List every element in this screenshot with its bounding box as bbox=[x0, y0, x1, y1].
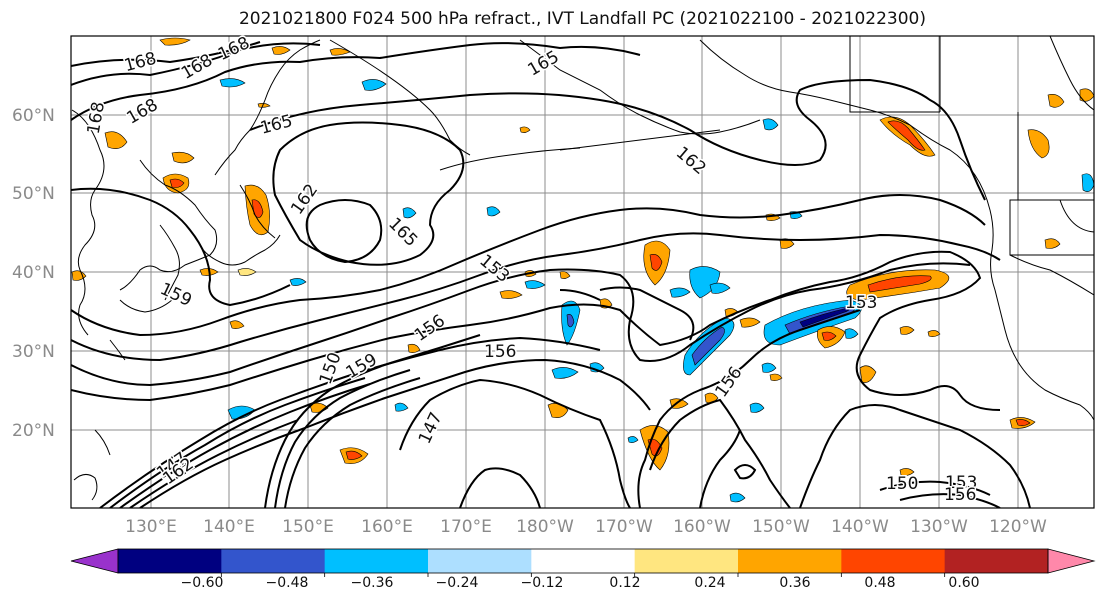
lon-label: 170°E bbox=[440, 517, 492, 537]
longitude-labels: 130°E 140°E 150°E 160°E 170°E 180°W 170°… bbox=[125, 517, 1047, 537]
lon-label: 150°W bbox=[752, 517, 810, 537]
colorbar-tick-label: −0.48 bbox=[266, 575, 309, 591]
colorbar-segment bbox=[738, 549, 842, 573]
colorbar-segment bbox=[221, 549, 326, 573]
colorbar-segment bbox=[634, 549, 739, 573]
lon-label: 130°E bbox=[125, 517, 177, 537]
colorbar-tick-label: −0.36 bbox=[351, 575, 394, 591]
lon-label: 120°W bbox=[989, 517, 1047, 537]
lat-label: 20°N bbox=[12, 421, 55, 441]
colorbar-ticks bbox=[220, 573, 946, 577]
contour-label: 156 bbox=[944, 485, 976, 505]
latitude-labels: 60°N 50°N 40°N 30°N 20°N bbox=[12, 106, 55, 441]
contour-label: 156 bbox=[484, 342, 516, 362]
map-border bbox=[70, 35, 1095, 509]
colorbar-segment bbox=[118, 549, 222, 573]
lat-label: 60°N bbox=[12, 106, 55, 126]
colorbar-extend-low bbox=[70, 548, 119, 574]
graticule bbox=[71, 36, 1094, 508]
lon-label: 130°W bbox=[910, 517, 968, 537]
colorbar-outline bbox=[117, 548, 1049, 574]
map-title: 2021021800 F024 500 hPa refract., IVT La… bbox=[238, 9, 926, 29]
colorbar-tick-label: 0.48 bbox=[864, 575, 895, 591]
colorbar-segment bbox=[324, 549, 429, 573]
colorbar-segments bbox=[70, 548, 1096, 574]
contour-label: 153 bbox=[945, 473, 977, 493]
colorbar-tick-label: 0.12 bbox=[609, 575, 640, 591]
shaded-anomaly-patches bbox=[71, 37, 1094, 503]
colorbar-segment bbox=[531, 549, 636, 573]
coastlines bbox=[71, 36, 1094, 501]
lon-label: 140°W bbox=[831, 517, 889, 537]
contour-label: 150 bbox=[886, 474, 918, 494]
lat-label: 40°N bbox=[12, 263, 55, 283]
lat-label: 30°N bbox=[12, 342, 55, 362]
lon-label: 160°W bbox=[673, 517, 731, 537]
colorbar-tick-label: 0.24 bbox=[694, 575, 725, 591]
lat-label: 50°N bbox=[12, 184, 55, 204]
colorbar-segment bbox=[944, 549, 1049, 573]
colorbar: −0.60 −0.48 −0.36 −0.24 −0.12 0.12 0.24 … bbox=[70, 548, 1096, 591]
contour-label: 153 bbox=[845, 293, 877, 313]
lon-label: 160°E bbox=[361, 517, 413, 537]
colorbar-tick-label: −0.60 bbox=[181, 575, 224, 591]
colorbar-segment bbox=[428, 549, 532, 573]
lon-label: 180°W bbox=[516, 517, 574, 537]
colorbar-labels: −0.60 −0.48 −0.36 −0.24 −0.12 0.12 0.24 … bbox=[181, 575, 980, 591]
colorbar-tick-label: 0.36 bbox=[779, 575, 810, 591]
colorbar-tick-label: 0.60 bbox=[948, 575, 979, 591]
lon-label: 150°E bbox=[282, 517, 334, 537]
height-contours bbox=[71, 41, 1031, 508]
colorbar-tick-label: −0.12 bbox=[521, 575, 564, 591]
colorbar-segment bbox=[841, 549, 946, 573]
lon-label: 170°W bbox=[595, 517, 653, 537]
colorbar-tick-label: −0.24 bbox=[436, 575, 479, 591]
colorbar-extend-high bbox=[1047, 548, 1096, 574]
lon-label: 140°E bbox=[203, 517, 255, 537]
